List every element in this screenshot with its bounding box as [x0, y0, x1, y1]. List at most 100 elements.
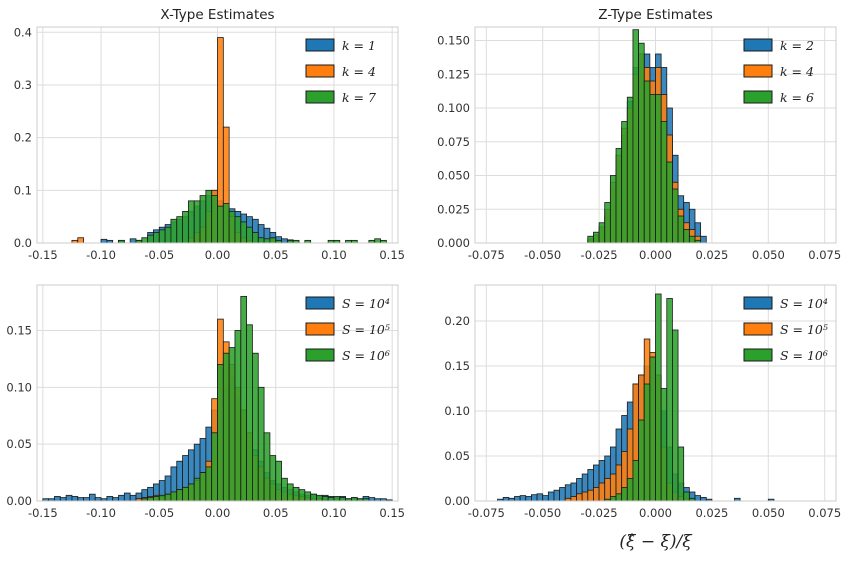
histogram-bar	[615, 493, 623, 502]
histogram-bar	[257, 237, 265, 244]
histogram-bar	[77, 237, 84, 244]
histogram-bar	[672, 329, 679, 502]
legend-swatch	[305, 296, 335, 310]
x-tick-label: 0.000	[639, 506, 672, 520]
y-tick-label: 0.100	[437, 101, 470, 115]
histogram-bar	[587, 489, 594, 502]
legend-label: S = 10⁶	[342, 348, 390, 363]
histogram-bar	[374, 238, 381, 244]
y-tick-label: 0.0	[14, 236, 32, 250]
x-tick-label: 0.10	[321, 506, 347, 520]
histogram-bar	[153, 496, 160, 502]
histogram-bar	[59, 497, 67, 502]
x-tick-label: 0.05	[263, 506, 289, 520]
series-3	[587, 29, 702, 244]
legend-swatch	[305, 38, 335, 52]
y-tick-label: 0.075	[437, 135, 470, 149]
x-tick-label: 0.050	[752, 248, 785, 262]
legend-swatch	[305, 322, 335, 336]
histogram-bar	[609, 496, 617, 502]
x-tick-label: -0.075	[468, 248, 505, 262]
plot-frame	[36, 26, 399, 244]
histogram-bar	[666, 161, 673, 244]
x-tick-label: -0.050	[524, 248, 561, 262]
histogram-bar	[626, 478, 634, 502]
x-tick-label: 0.025	[695, 248, 728, 262]
x-tick-label: -0.075	[468, 506, 505, 520]
histogram-bar	[694, 495, 702, 502]
legend-swatch	[743, 322, 773, 336]
histogram-bar	[187, 200, 195, 244]
histogram-bar	[368, 497, 376, 502]
histogram-bar	[632, 460, 639, 502]
y-tick-label: 0.05	[444, 449, 470, 463]
histogram-bar	[269, 237, 277, 244]
histogram-bar	[182, 486, 189, 502]
histogram-bar	[514, 496, 521, 502]
x-tick-label: -0.025	[581, 248, 618, 262]
legend-label: k = 4	[780, 64, 814, 79]
plot-frame	[474, 26, 837, 244]
histogram-bar	[598, 482, 606, 502]
histogram-bar	[158, 229, 166, 244]
legend-swatch	[743, 296, 773, 310]
histogram-bar	[649, 94, 656, 244]
legend-label: S = 10⁵	[342, 322, 390, 337]
histogram-bar	[502, 496, 510, 502]
histogram-bar	[246, 226, 253, 244]
histogram-bar	[604, 202, 611, 244]
histogram-bar	[621, 121, 628, 244]
x-tick-label: -0.10	[86, 506, 116, 520]
legend-label: k = 1	[342, 38, 376, 53]
y-tick-label: 0.00	[6, 494, 32, 508]
panel-1: -0.15 -0.10 -0.05 0.00 0.05 0.10 0.15 0.0 0.1 0.2…	[14, 7, 405, 262]
histogram-bar	[211, 432, 218, 502]
panel-4: -0.075 -0.050 -0.025 0.000 0.025 0.050 0.075 0.…	[444, 284, 841, 552]
histogram-bar	[593, 231, 600, 244]
histogram-bar	[310, 493, 317, 502]
histogram-bar	[286, 483, 294, 502]
histogram-bar	[536, 493, 544, 502]
plot-frame	[474, 284, 837, 502]
histogram-bar	[65, 494, 73, 502]
x-tick-label: -0.050	[524, 506, 561, 520]
x-tick-label: 0.00	[205, 506, 231, 520]
histogram-bar	[316, 494, 323, 502]
legend: S = 10⁴ S = 10⁵ S = 10⁶	[305, 296, 390, 363]
histogram-bar	[621, 487, 628, 502]
histogram-bar	[683, 229, 690, 244]
histogram-bar	[683, 491, 690, 502]
histogram-bar	[153, 232, 160, 244]
x-tick-label: -0.05	[144, 506, 174, 520]
histogram-bar	[559, 487, 566, 502]
y-tick-label: 0.10	[444, 404, 470, 418]
histogram-bar	[246, 324, 253, 502]
histogram-bar	[281, 477, 288, 502]
histogram-bar	[158, 494, 166, 502]
histogram-bar	[112, 497, 119, 502]
x-tick-label: 0.000	[639, 248, 672, 262]
y-tick-label: 0.000	[437, 236, 470, 250]
histogram-bar	[655, 94, 662, 244]
x-tick-label: 0.00	[205, 248, 231, 262]
legend: k = 2 k = 4 k = 6	[743, 38, 814, 105]
histogram-bar	[638, 42, 645, 244]
histogram-bar	[351, 497, 358, 502]
histogram-bar	[604, 478, 611, 502]
histogram-bar	[263, 432, 271, 502]
histogram-bar	[176, 489, 183, 502]
histogram-bar	[94, 497, 102, 502]
legend-label: k = 7	[342, 90, 376, 105]
y-tick-label: 0.1	[14, 183, 32, 197]
histogram-bar	[531, 494, 538, 502]
histogram-bar	[666, 298, 673, 502]
x-axis-label: (ξ̂ − ξ)/ξ	[619, 532, 693, 552]
histogram-bar	[292, 486, 300, 502]
panel-3: -0.15 -0.10 -0.05 0.00 0.05 0.10 0.15 0.00 0.05 0…	[6, 284, 405, 520]
y-tick-label: 0.15	[444, 359, 470, 373]
x-tick-label: 0.075	[808, 506, 841, 520]
legend-swatch	[305, 64, 335, 78]
histogram-bar	[304, 491, 312, 502]
plot-frame	[36, 284, 399, 502]
histogram-bar	[677, 446, 685, 502]
